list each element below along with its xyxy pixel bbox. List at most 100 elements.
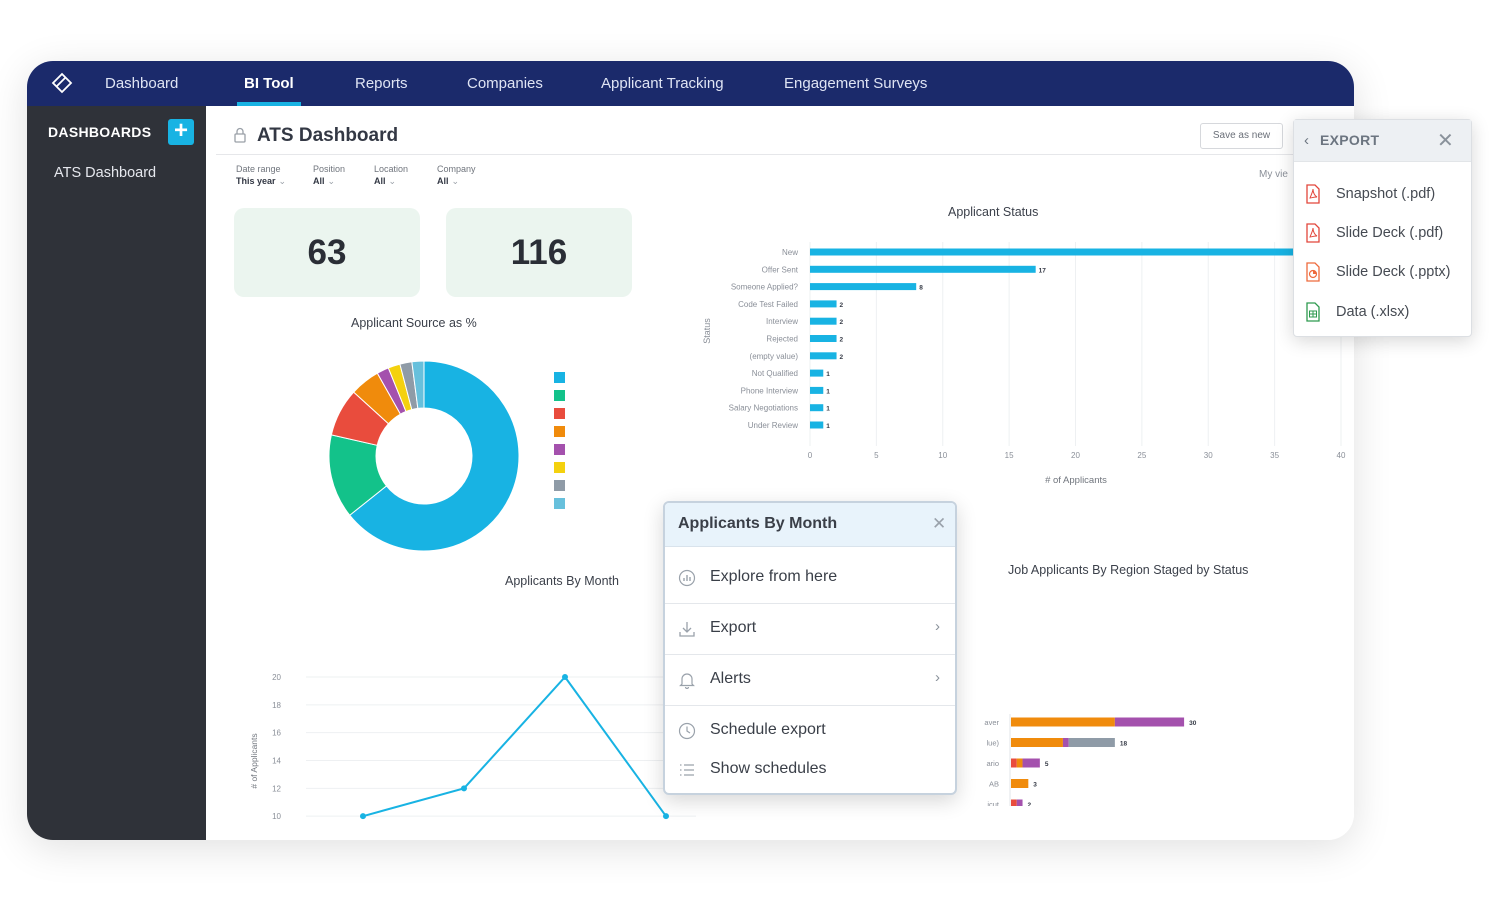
export-snapshot-pdf[interactable]: Snapshot (.pdf) [1303, 183, 1468, 205]
bar-total-label: 30 [1189, 720, 1197, 727]
stacked-bar-segment [1011, 799, 1017, 806]
menu-item-explore[interactable]: Explore from here [665, 553, 955, 603]
filter-value: All [374, 176, 386, 186]
x-tick-label: 10 [938, 451, 947, 460]
logo-icon[interactable] [51, 72, 73, 94]
export-slide-deck-pdf[interactable]: Slide Deck (.pdf) [1303, 222, 1468, 244]
status-bar [810, 317, 837, 325]
chevron-right-icon: › [935, 669, 940, 686]
y-tick-label: Offer Sent [762, 265, 799, 274]
close-icon[interactable]: ✕ [1437, 130, 1454, 152]
stacked-bar-segment [1016, 758, 1023, 768]
bar-data-label: 2 [840, 354, 844, 361]
export-item-label: Slide Deck (.pdf) [1336, 225, 1444, 241]
bar-data-label: 1 [826, 406, 830, 413]
export-popup-title: EXPORT [1320, 132, 1380, 148]
app-window: Dashboard BI Tool Reports Companies Appl… [27, 61, 1354, 840]
bar-total-label: 2 [1028, 802, 1032, 806]
status-bar [810, 335, 837, 342]
chevron-down-icon: ⌄ [278, 176, 287, 186]
explore-icon [678, 569, 696, 587]
legend-swatch [554, 480, 565, 491]
y-tick-label: Someone Applied? [731, 283, 799, 292]
nav-reports[interactable]: Reports [355, 75, 408, 92]
pdf-icon [1306, 223, 1320, 243]
filter-location[interactable]: Location All ⌄ [374, 164, 408, 187]
chevron-down-icon: ⌄ [451, 176, 460, 186]
context-menu-header: Applicants By Month ✕ [665, 503, 955, 547]
chevron-right-icon: › [935, 618, 940, 635]
kpi-card-1[interactable]: 63 [234, 208, 420, 297]
stacked-bar-segment [1114, 717, 1185, 727]
applicant-status-chart[interactable]: 0 5 10 15 20 25 30 35 40 New Offer Sent 17 Someone A… [666, 236, 1354, 536]
pdf-icon [1306, 184, 1320, 204]
menu-item-label: Show schedules [710, 760, 827, 777]
donut-slice [349, 360, 520, 552]
legend-swatch [554, 372, 565, 383]
filter-position[interactable]: Position All ⌄ [313, 164, 345, 187]
applicants-by-month-chart[interactable]: 2018161412108# of ApplicantsJan 2025Feb … [226, 596, 706, 836]
status-bar [810, 369, 824, 377]
y-tick-label: 18 [272, 701, 281, 710]
menu-item-label: Explore from here [710, 568, 838, 585]
x-tick-label: 30 [1204, 451, 1213, 460]
filter-value: All [437, 176, 449, 186]
menu-item-alerts[interactable]: Alerts › [665, 655, 955, 705]
close-icon[interactable]: ✕ [932, 514, 947, 533]
menu-item-schedule-export[interactable]: Schedule export [665, 706, 955, 756]
menu-item-label: Schedule export [710, 721, 826, 738]
donut-slice [411, 360, 425, 409]
sidebar-item-ats-dashboard[interactable]: ATS Dashboard [54, 165, 157, 181]
nav-bi-tool[interactable]: BI Tool [237, 61, 301, 106]
bar-data-label: 17 [1039, 267, 1047, 274]
page-title: ATS Dashboard [257, 125, 399, 146]
menu-item-export[interactable]: Export › [665, 604, 955, 654]
y-tick-label: 12 [272, 784, 281, 793]
chevron-down-icon: ⌄ [388, 176, 397, 186]
status-bar [810, 300, 837, 308]
nav-applicant-tracking[interactable]: Applicant Tracking [601, 75, 724, 92]
menu-item-show-schedules[interactable]: Show schedules [665, 745, 955, 793]
nav-companies[interactable]: Companies [467, 75, 543, 92]
status-bar [810, 283, 917, 291]
filter-date-range[interactable]: Date range This year ⌄ [236, 164, 286, 187]
export-item-label: Snapshot (.pdf) [1336, 186, 1436, 202]
bar-data-label: 2 [840, 319, 844, 326]
bar-total-label: 18 [1120, 741, 1128, 748]
my-views-link[interactable]: My vie [1259, 169, 1288, 180]
y-tick-label: New [782, 248, 798, 257]
y-tick-label: 16 [272, 729, 281, 738]
clock-icon [678, 722, 696, 740]
export-popup: ‹ EXPORT ✕ Snapshot (.pdf) Slide Deck (.… [1293, 119, 1472, 337]
status-bar [810, 248, 1318, 256]
donut-chart[interactable] [306, 336, 576, 586]
pptx-icon [1306, 262, 1320, 282]
nav-engagement-surveys[interactable]: Engagement Surveys [784, 75, 928, 92]
status-bar [810, 386, 824, 394]
legend-swatch [554, 444, 565, 455]
bar-data-label: 2 [840, 337, 844, 344]
bar-total-label: 3 [1033, 782, 1037, 789]
data-point [562, 674, 568, 680]
y-tick-label: Rejected [766, 335, 798, 344]
y-tick-label: Code Test Failed [738, 300, 798, 309]
menu-divider [665, 603, 955, 604]
chart-context-menu: Applicants By Month ✕ Explore from here … [663, 501, 957, 795]
line-chart-title: Applicants By Month [505, 574, 619, 588]
menu-item-label: Export [710, 619, 757, 636]
add-dashboard-button[interactable]: + [168, 119, 194, 145]
export-data-xlsx[interactable]: Data (.xlsx) [1303, 301, 1468, 323]
bar-data-label: 2 [840, 302, 844, 309]
bar-data-label: 1 [826, 423, 830, 430]
save-as-new-button[interactable]: Save as new [1200, 123, 1283, 149]
kpi-card-2[interactable]: 116 [446, 208, 632, 297]
filter-company[interactable]: Company All ⌄ [437, 164, 476, 187]
filter-label: Position [313, 164, 346, 174]
nav-dashboard[interactable]: Dashboard [105, 75, 179, 92]
status-chart-title: Applicant Status [948, 205, 1039, 219]
x-tick-label: 25 [1137, 451, 1146, 460]
export-slide-deck-pptx[interactable]: Slide Deck (.pptx) [1303, 261, 1468, 283]
xlsx-icon [1306, 302, 1320, 322]
back-icon[interactable]: ‹ [1304, 132, 1309, 149]
